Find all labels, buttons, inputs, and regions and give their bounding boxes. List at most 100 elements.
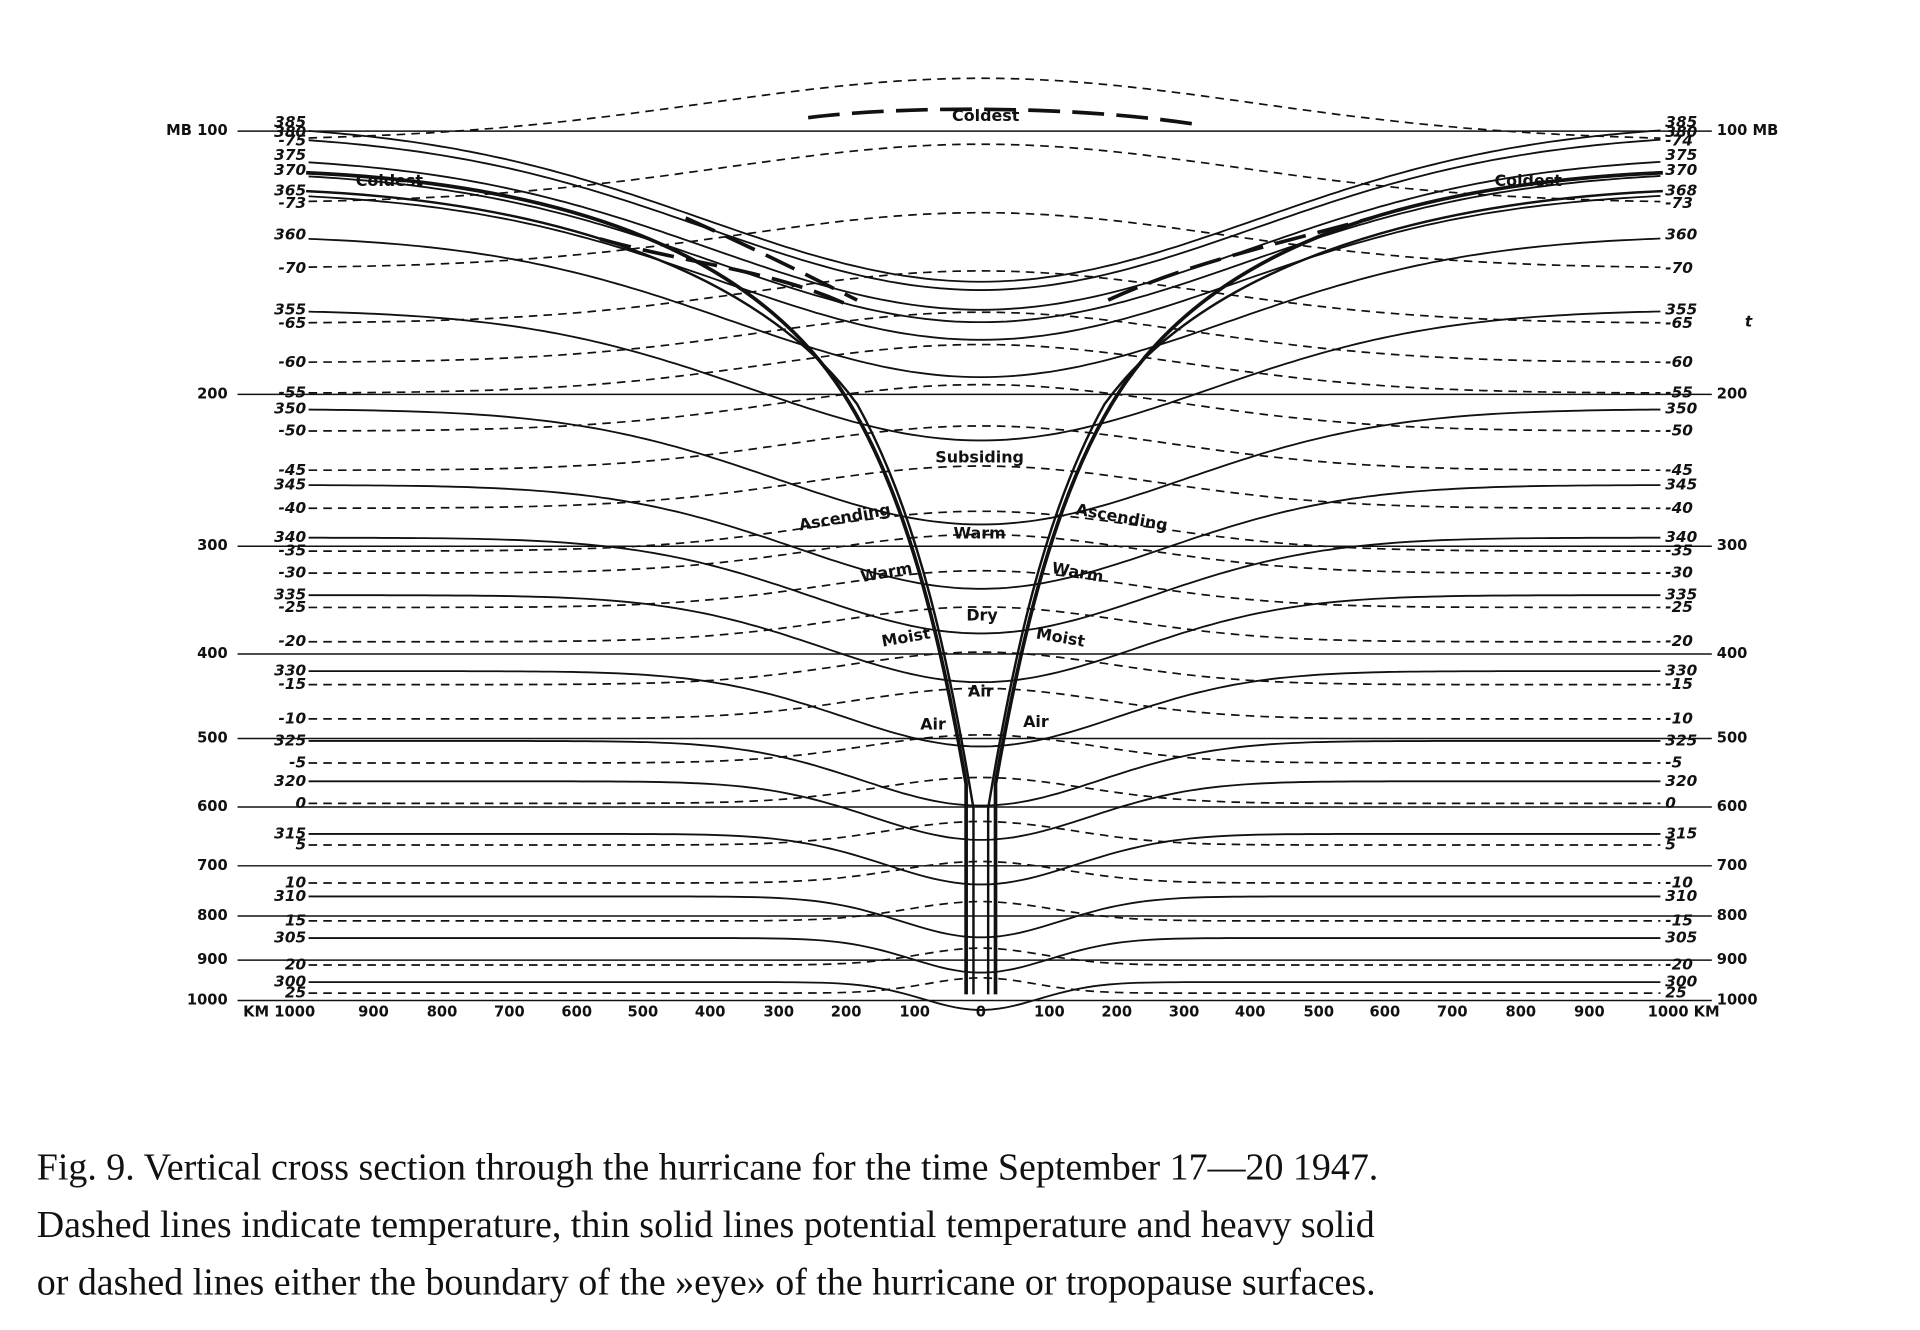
region-label: Moist [880, 623, 932, 650]
isoline-label: -15 [1665, 911, 1693, 929]
isoline-label: -65 [1665, 314, 1693, 332]
isoline-label: 325 [1665, 731, 1697, 749]
isoline-label: 315 [1665, 824, 1697, 842]
distance-label: 200 [831, 1004, 862, 1021]
pressure-label: 200 [197, 385, 228, 402]
temperature-line [308, 211, 1661, 269]
distance-label: 200 [1101, 1004, 1132, 1021]
region-label: Coldest [952, 106, 1020, 125]
temperature-line [308, 269, 1661, 324]
pressure-label: MB 100 [166, 122, 228, 139]
isoline-label: 25 [1665, 984, 1686, 1002]
region-label: Moist [1035, 623, 1087, 650]
temperature-line [308, 900, 1661, 922]
isoline-label: -50 [278, 422, 306, 440]
distance-label: 1000 KM [1648, 1004, 1720, 1021]
isoline-label: 345 [274, 476, 306, 494]
isoline-label: -73 [278, 194, 306, 212]
isoline-label: 300 [274, 973, 306, 991]
pressure-label: 1000 [1717, 992, 1758, 1009]
isoline-label: -45 [278, 461, 306, 479]
region-label: Coldest [356, 171, 424, 190]
region-label: Air [920, 715, 946, 734]
temperature-line [308, 860, 1661, 884]
temperature-line [308, 77, 1661, 139]
isoline-label: -15 [278, 675, 306, 693]
distance-label: 100 [899, 1004, 930, 1021]
isoline-label: 360 [274, 226, 306, 244]
temperature-line [308, 734, 1661, 764]
pressure-label: 800 [1717, 907, 1748, 924]
distance-label: 300 [763, 1004, 794, 1021]
isoline-label: 385 [1665, 113, 1697, 131]
isoline-label: 20 [285, 955, 307, 973]
isoline-label: 340 [1665, 528, 1697, 546]
isoline-label: 10 [285, 873, 307, 891]
pressure-label: 400 [1717, 645, 1748, 662]
isoline-label: -25 [1665, 598, 1693, 616]
potential-temperature-line [308, 981, 1661, 1011]
temperature-line [308, 977, 1661, 995]
potential-temperature-line [308, 310, 1661, 442]
potential-temperature-line [308, 740, 1661, 807]
pressure-label: 700 [1717, 857, 1748, 874]
isoline-label: -40 [1665, 499, 1693, 517]
isoline-label: -74 [1665, 131, 1693, 149]
isoline-label: -30 [1665, 564, 1693, 582]
isoline-label: 25 [285, 984, 306, 1002]
pressure-label: 400 [197, 645, 228, 662]
pressure-label: 600 [1717, 798, 1748, 815]
potential-temperature-line [308, 129, 1661, 283]
isoline-label: -35 [1665, 542, 1693, 560]
tropopause-left-2 [684, 216, 858, 302]
region-label: Ascending [1074, 500, 1169, 535]
temperature-line [308, 651, 1661, 686]
region-label: Ascending [797, 500, 892, 535]
caption-line: Dashed lines indicate temperature, thin … [37, 1204, 1375, 1246]
pressure-label: 500 [1717, 729, 1748, 746]
pressure-label: 600 [197, 798, 228, 815]
isoline-label: -55 [278, 384, 306, 402]
isoline-label: 340 [274, 528, 306, 546]
isoline-label: -70 [1665, 259, 1693, 277]
temperature-line [308, 311, 1661, 364]
isoline-label: -60 [278, 353, 306, 371]
temperature-line [308, 143, 1661, 203]
temperature-line [308, 569, 1661, 609]
distance-label: 900 [1574, 1004, 1605, 1021]
distance-label: 900 [358, 1004, 389, 1021]
temperature-line [308, 606, 1661, 643]
pressure-label: 100 MB [1717, 122, 1779, 139]
isoline-label: 15 [285, 911, 306, 929]
potential-temperature-line [308, 670, 1661, 748]
isoline-label: 335 [1665, 586, 1697, 604]
potential-temperature-line [308, 536, 1661, 635]
temperature-line [308, 383, 1661, 432]
isoline-label: -50 [1665, 422, 1693, 440]
potential-temperature-line [308, 594, 1661, 684]
isoline-label: -60 [1665, 353, 1693, 371]
isoline-label: -55 [1665, 384, 1693, 402]
isoline-label: 350 [274, 400, 306, 418]
potential-temperature-line [308, 138, 1661, 291]
isoline-label: 315 [274, 824, 306, 842]
region-label: Dry [966, 606, 998, 625]
region-label: Subsiding [935, 448, 1024, 467]
region-label: Warm [1050, 558, 1105, 586]
region-label: Coldest [1495, 171, 1563, 190]
isoline-label: -73 [1665, 194, 1693, 212]
isoline-label: 5 [1665, 835, 1676, 853]
isolines [237, 77, 1712, 1011]
pressure-label: 200 [1717, 385, 1748, 402]
isoline-label: -10 [1665, 709, 1693, 727]
temperature-line [308, 465, 1661, 510]
distance-label: 100 [1034, 1004, 1065, 1021]
isoline-label: 0 [295, 794, 306, 812]
isoline-label: 330 [274, 662, 306, 680]
isoline-label: 360 [1665, 226, 1697, 244]
isoline-label: 365 [274, 182, 306, 200]
potential-temperature-line [308, 408, 1661, 526]
isoline-label: -25 [278, 598, 306, 616]
potential-temperature-line [308, 780, 1661, 841]
